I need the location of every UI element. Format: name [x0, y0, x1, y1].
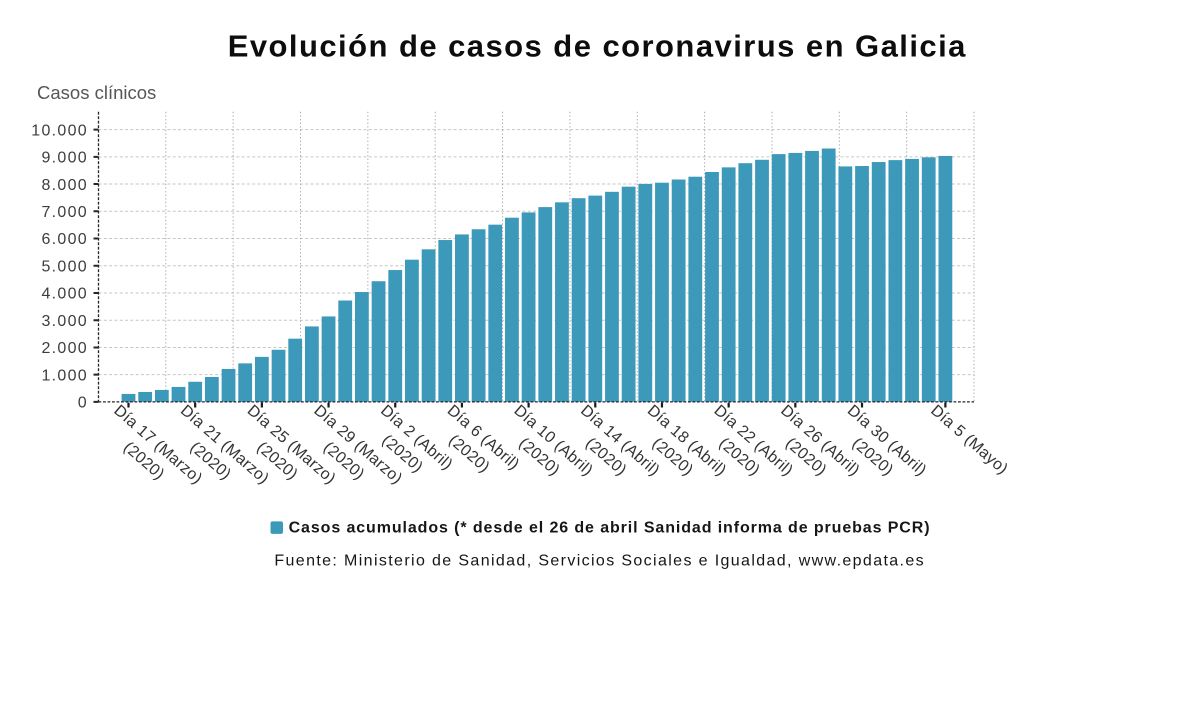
svg-text:Casos clínicos: Casos clínicos — [37, 82, 156, 103]
svg-text:0: 0 — [78, 395, 88, 412]
svg-text:Fuente: Ministerio de Sanidad,: Fuente: Ministerio de Sanidad, Servicios… — [274, 553, 925, 570]
svg-text:10.000: 10.000 — [31, 122, 88, 139]
svg-text:Casos acumulados (* desde el 2: Casos acumulados (* desde el 26 de abril… — [289, 520, 931, 537]
svg-text:4.000: 4.000 — [41, 286, 88, 303]
svg-text:Evolución de casos de coronavi: Evolución de casos de coronavirus en Gal… — [228, 29, 967, 64]
svg-text:9.000: 9.000 — [41, 150, 88, 167]
svg-text:5.000: 5.000 — [41, 258, 88, 275]
svg-text:3.000: 3.000 — [41, 313, 88, 330]
svg-text:7.000: 7.000 — [41, 204, 88, 221]
svg-text:6.000: 6.000 — [41, 231, 88, 248]
svg-text:1.000: 1.000 — [41, 367, 88, 384]
svg-text:8.000: 8.000 — [41, 177, 88, 194]
svg-text:2.000: 2.000 — [41, 340, 88, 357]
